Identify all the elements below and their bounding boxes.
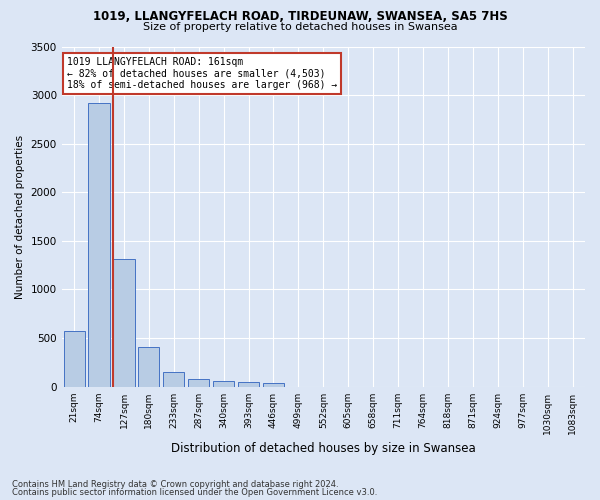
Text: 1019, LLANGYFELACH ROAD, TIRDEUNAW, SWANSEA, SA5 7HS: 1019, LLANGYFELACH ROAD, TIRDEUNAW, SWAN… <box>92 10 508 23</box>
X-axis label: Distribution of detached houses by size in Swansea: Distribution of detached houses by size … <box>171 442 476 455</box>
Bar <box>88 103 110 387</box>
Bar <box>213 382 234 386</box>
Text: Size of property relative to detached houses in Swansea: Size of property relative to detached ho… <box>143 22 457 32</box>
Bar <box>263 383 284 386</box>
Bar <box>163 372 184 386</box>
Text: 1019 LLANGYFELACH ROAD: 161sqm
← 82% of detached houses are smaller (4,503)
18% : 1019 LLANGYFELACH ROAD: 161sqm ← 82% of … <box>67 56 337 90</box>
Text: Contains public sector information licensed under the Open Government Licence v3: Contains public sector information licen… <box>12 488 377 497</box>
Bar <box>238 382 259 386</box>
Bar <box>188 379 209 386</box>
Bar <box>64 331 85 386</box>
Bar <box>138 348 160 387</box>
Text: Contains HM Land Registry data © Crown copyright and database right 2024.: Contains HM Land Registry data © Crown c… <box>12 480 338 489</box>
Y-axis label: Number of detached properties: Number of detached properties <box>15 134 25 298</box>
Bar <box>113 260 134 386</box>
